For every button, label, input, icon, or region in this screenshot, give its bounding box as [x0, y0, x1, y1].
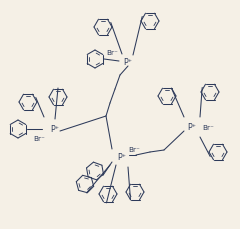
Text: P⁺: P⁺ [50, 125, 60, 134]
Text: Br⁻: Br⁻ [128, 146, 140, 152]
Text: P⁺: P⁺ [187, 123, 197, 132]
Text: Br⁻: Br⁻ [106, 50, 118, 56]
Text: Br⁻: Br⁻ [202, 124, 214, 131]
Text: P⁺: P⁺ [124, 57, 132, 66]
Text: P⁺: P⁺ [118, 153, 126, 162]
Text: Br⁻: Br⁻ [33, 135, 45, 141]
